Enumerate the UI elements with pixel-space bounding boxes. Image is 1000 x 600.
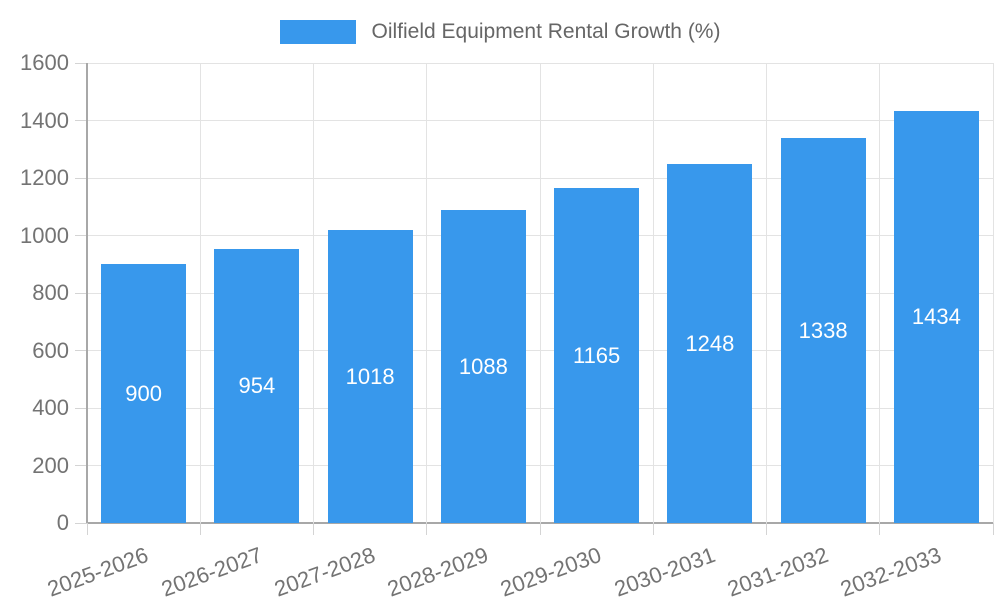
- bar: 954: [214, 248, 300, 523]
- bar-value-label: 900: [125, 380, 162, 406]
- bar: 900: [101, 264, 187, 523]
- x-axis-tick: [426, 523, 428, 535]
- x-axis-tick: [992, 523, 994, 535]
- plot-area: 0 200 400 600 800 1000 1200 1400 1600 900 954 1018 1…: [20, 51, 994, 600]
- bar: 1338: [780, 138, 866, 523]
- y-axis-tick-label: 800: [32, 280, 69, 305]
- gridline-vertical: [539, 63, 541, 523]
- gridline-vertical: [766, 63, 767, 523]
- gridline-vertical: [313, 63, 314, 523]
- bar: 1165: [554, 188, 640, 523]
- x-axis-tick-label: 2025-2026: [44, 542, 152, 600]
- y-axis-tick: [75, 465, 87, 466]
- y-axis-tick-label: 1000: [20, 222, 69, 248]
- bar: 1434: [893, 110, 979, 523]
- legend-label: Oilfield Equipment Rental Growth (%): [371, 20, 721, 43]
- x-axis-tick: [652, 523, 654, 535]
- x-axis-tick-label: 2032-2033: [837, 542, 945, 600]
- y-axis-tick: [75, 62, 87, 64]
- x-axis-tick-label: 2031-2032: [723, 542, 832, 600]
- y-axis-tick-label: 200: [32, 452, 69, 478]
- y-axis-tick-label: 600: [32, 337, 69, 363]
- y-axis-tick-label: 1400: [20, 107, 69, 133]
- x-axis-tick: [86, 523, 88, 535]
- bar-value-label: 1248: [685, 330, 735, 356]
- gridline-vertical: [199, 63, 201, 523]
- bar: 1088: [440, 210, 526, 523]
- bar: 1018: [327, 230, 413, 523]
- bar-value-label: 1018: [345, 363, 395, 389]
- gridline-horizontal: [87, 120, 993, 121]
- bar-value-label: 1434: [911, 303, 961, 329]
- x-axis-tick: [539, 523, 541, 535]
- gridline-vertical: [992, 63, 994, 523]
- y-axis-tick: [75, 235, 87, 236]
- x-axis-tick-label: 2028-2029: [384, 542, 492, 600]
- y-axis-tick: [75, 292, 87, 294]
- x-axis-tick: [313, 523, 314, 535]
- gridline-vertical: [426, 63, 428, 523]
- x-axis-tick-label: 2027-2028: [270, 542, 379, 600]
- y-axis-tick-label: 1600: [20, 50, 69, 75]
- gridline-vertical: [879, 63, 881, 523]
- bar-value-label: 1338: [798, 317, 848, 343]
- x-axis-tick-label: 2026-2027: [157, 542, 266, 600]
- y-axis-tick: [75, 350, 87, 351]
- x-axis-tick-label: 2029-2030: [497, 542, 605, 600]
- y-axis-tick-label: 400: [32, 395, 69, 420]
- bar-value-label: 1165: [572, 342, 621, 368]
- x-axis-tick: [879, 523, 881, 535]
- x-axis-tick: [766, 523, 767, 535]
- gridline-vertical: [652, 63, 654, 523]
- gridline-horizontal: [87, 62, 993, 64]
- y-axis-tick-label: 1200: [20, 165, 69, 190]
- y-axis-tick: [75, 120, 87, 121]
- bar-value-label: 1088: [458, 353, 508, 379]
- x-axis-tick: [199, 523, 201, 535]
- y-axis-tick: [75, 177, 87, 179]
- y-axis-tick: [75, 407, 87, 409]
- y-axis-tick: [75, 522, 87, 524]
- x-axis-tick-label: 2030-2031: [610, 542, 719, 600]
- y-axis-tick-label: 0: [56, 510, 69, 535]
- legend-item[interactable]: Oilfield Equipment Rental Growth (%): [0, 20, 1000, 44]
- legend-swatch: [279, 20, 356, 44]
- bar: 1248: [667, 164, 753, 523]
- bar-value-label: 954: [238, 372, 276, 398]
- y-axis-line: [86, 63, 88, 523]
